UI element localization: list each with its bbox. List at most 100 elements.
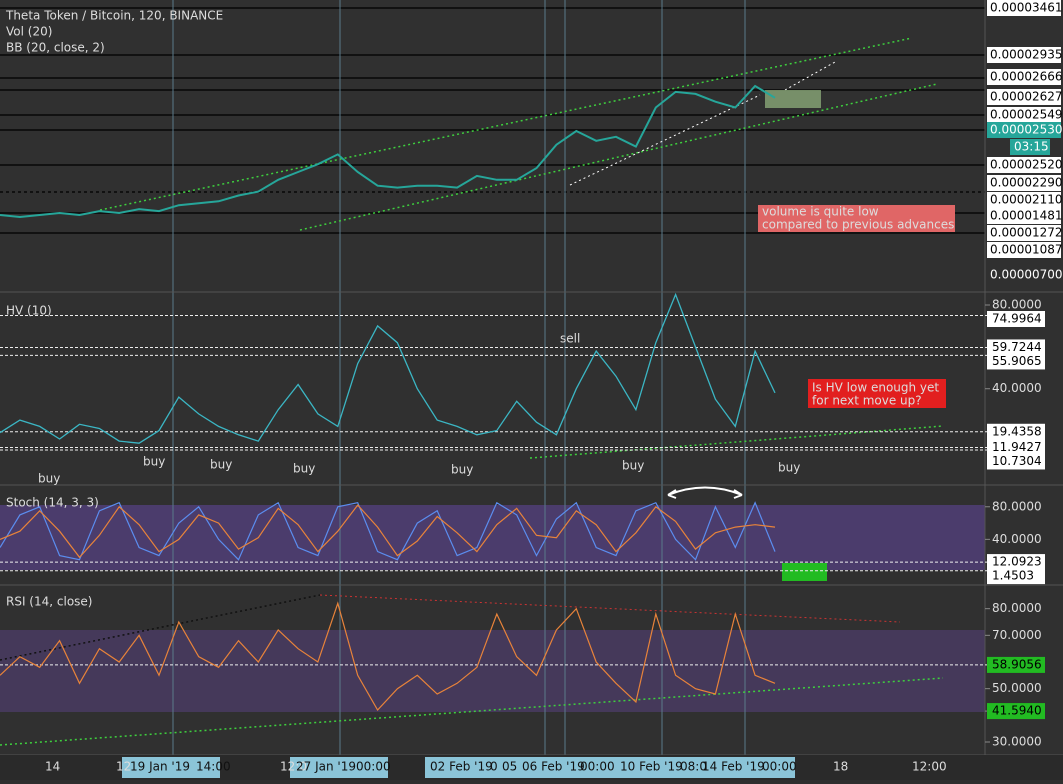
stoch-box — [782, 563, 827, 581]
price-label: 0.00001087 — [990, 243, 1063, 257]
label-box — [987, 208, 1061, 224]
price-levels — [0, 7, 985, 234]
x-tick-label: 14 — [45, 760, 60, 774]
signal: sell — [560, 332, 580, 346]
signal: buy — [38, 472, 60, 486]
price-label: 0.00000700 — [990, 268, 1063, 282]
price-label: 03:15 — [1014, 140, 1049, 154]
y-tick-label: 80.0000 — [992, 298, 1042, 312]
price-label: 0.00001272 — [990, 226, 1063, 240]
label-box — [987, 439, 1045, 456]
label-box — [987, 453, 1045, 470]
price-label: 0.00003461 — [990, 1, 1063, 15]
x-tick-label: 00:00 — [356, 760, 391, 774]
label-box — [987, 192, 1061, 208]
pane-title: RSI (14, close) — [6, 595, 92, 609]
y-tick-label: 70.0000 — [992, 628, 1042, 642]
y-tick-label: 12.0923 — [992, 555, 1042, 569]
date-box — [122, 757, 220, 778]
y-tick-label: 11.9427 — [992, 440, 1042, 454]
label-box — [987, 175, 1061, 191]
label-box — [987, 107, 1061, 123]
x-tick-label: 05 — [502, 760, 517, 774]
signal: buy — [778, 461, 800, 475]
x-tick-label: 02 Feb '19 — [430, 760, 493, 774]
series-line — [0, 292, 776, 444]
signal: buy — [451, 463, 473, 477]
note: volume is quite low — [762, 205, 879, 219]
x-tick-label: 12:0 — [280, 760, 307, 774]
signal: buy — [293, 462, 315, 476]
x-tick-label: 27 Jan '19 — [296, 760, 356, 774]
arrow-line — [569, 94, 761, 186]
y-tick-label: 80.0000 — [992, 601, 1042, 615]
pane-title: HV (10) — [6, 304, 52, 318]
signal: buy — [143, 455, 165, 469]
price-label: 0.00002290 — [990, 176, 1063, 190]
label-box — [987, 157, 1061, 173]
price-label: 0.00002627 — [990, 90, 1063, 104]
note-box — [758, 205, 955, 232]
price-label: 0.00001481 — [990, 209, 1063, 223]
y-tick-label: 40.0000 — [992, 381, 1042, 395]
label-box — [987, 69, 1061, 85]
note-box — [808, 379, 946, 408]
price-label: 0.00002666 — [990, 70, 1063, 84]
y-tick-label: 50.0000 — [992, 681, 1042, 695]
x-tick-label: 06 Feb '19 — [522, 760, 585, 774]
label-box — [987, 554, 1045, 571]
vertical-markers — [172, 0, 746, 755]
indicator: Vol (20) — [6, 25, 52, 39]
label-box — [987, 568, 1045, 585]
label-box — [987, 703, 1045, 720]
y-tick-label: 55.9065 — [992, 354, 1042, 368]
x-tick-label: 00:00 — [580, 760, 615, 774]
label-box — [987, 656, 1045, 673]
x-tick-label: 14 Feb '19 — [702, 760, 765, 774]
label-box — [987, 0, 1061, 16]
double-arrow — [667, 486, 743, 499]
label-box — [987, 89, 1061, 105]
trendlines — [0, 37, 944, 746]
label-box — [987, 353, 1045, 370]
pane-title: Stoch (14, 3, 3) — [6, 496, 99, 510]
stoch-band — [0, 505, 985, 570]
x-tick-label: 00:00 — [762, 760, 797, 774]
y-tick-label: 40.0000 — [992, 532, 1042, 546]
signal: buy — [622, 459, 644, 473]
x-tick-label: 12:00 — [912, 760, 947, 774]
date-box — [425, 757, 795, 778]
x-tick-label: 10 Feb '19 — [620, 760, 683, 774]
series-line — [0, 504, 776, 559]
x-tick-label: 12 — [116, 760, 131, 774]
x-tick-label: 19 Jan '19 — [130, 760, 190, 774]
y-tick-label: 74.9964 — [992, 312, 1042, 326]
series-line — [0, 601, 776, 712]
x-tick-label: 0 — [490, 760, 498, 774]
date-box — [290, 757, 388, 778]
note: Is HV low enough yet — [812, 381, 939, 395]
price-label: 0.00002110 — [990, 193, 1063, 207]
price-label: 0.00002520 — [990, 158, 1063, 172]
label-box — [987, 122, 1061, 138]
label-box — [987, 311, 1045, 327]
label-box — [987, 423, 1045, 440]
y-tick-label: 1.4503 — [992, 569, 1034, 583]
label-box — [987, 339, 1045, 356]
label-box — [987, 47, 1061, 63]
y-tick-label: 41.5940 — [992, 704, 1042, 718]
y-tick-label: 30.0000 — [992, 735, 1042, 749]
y-tick-label: 10.7304 — [992, 454, 1042, 468]
price-label: 0.00002935 — [990, 48, 1063, 62]
price-label: 0.00002549 — [990, 108, 1063, 122]
rsi-band — [0, 630, 985, 712]
y-tick-label: 58.9056 — [992, 657, 1042, 671]
series-line — [0, 84, 776, 219]
indicator: BB (20, close, 2) — [6, 41, 105, 55]
label-box — [1010, 139, 1050, 155]
rsi-resistance — [319, 594, 901, 623]
note: for next move up? — [812, 394, 922, 408]
signal: buy — [210, 458, 232, 472]
x-tick-label: 18 — [833, 760, 848, 774]
